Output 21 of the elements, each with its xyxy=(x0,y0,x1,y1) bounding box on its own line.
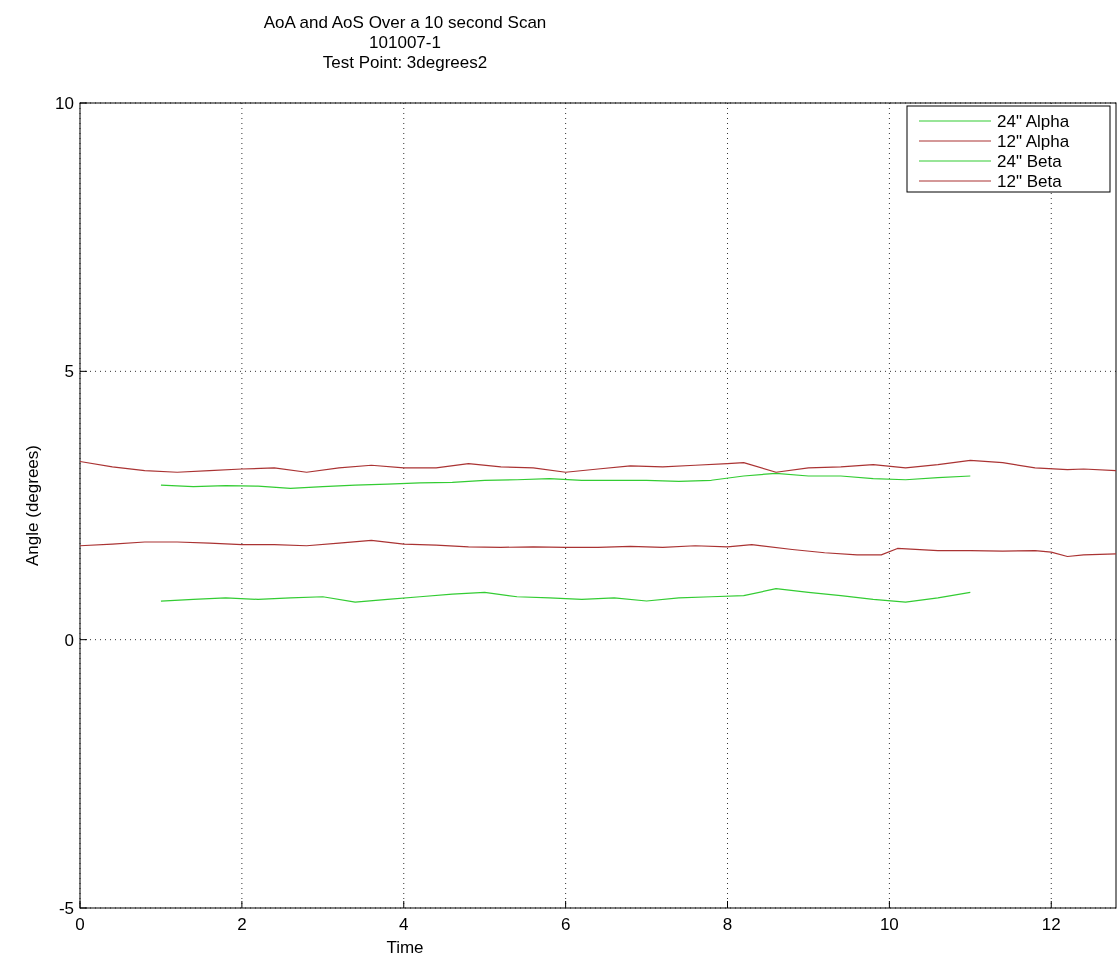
x-tick-label: 2 xyxy=(237,915,247,934)
y-tick-label: 5 xyxy=(64,362,74,382)
x-axis-title: Time xyxy=(386,938,424,957)
legend-label: 24" Beta xyxy=(997,152,1063,171)
line-series xyxy=(160,472,971,489)
x-tick-label: 6 xyxy=(560,915,571,934)
chart-title: AoA and AoS Over a 10 second Scan 101007-1 Test Point: 3degrees2 xyxy=(263,13,547,72)
legend-label: 12" Beta xyxy=(997,172,1063,191)
legend-label: 24" Alpha xyxy=(997,112,1070,131)
x-tick-label: 4 xyxy=(399,915,409,934)
legend-label: 12" Alpha xyxy=(997,132,1070,151)
line-series xyxy=(160,588,971,603)
x-tick-label: 10 xyxy=(879,915,899,934)
line-series xyxy=(80,539,1116,558)
y-tick-label: 10 xyxy=(55,94,74,113)
x-tick-label: 8 xyxy=(722,915,733,934)
y-axis-title: Angle (degrees) xyxy=(23,445,42,566)
y-tick-label: -5 xyxy=(58,899,74,918)
x-tick-label: 12 xyxy=(1041,915,1061,934)
line-series xyxy=(80,459,1116,473)
y-tick-label: 0 xyxy=(64,630,74,650)
